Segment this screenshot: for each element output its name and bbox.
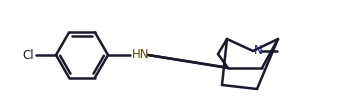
Text: HN: HN — [132, 48, 150, 61]
Text: N: N — [254, 44, 263, 57]
Text: Cl: Cl — [22, 49, 34, 61]
